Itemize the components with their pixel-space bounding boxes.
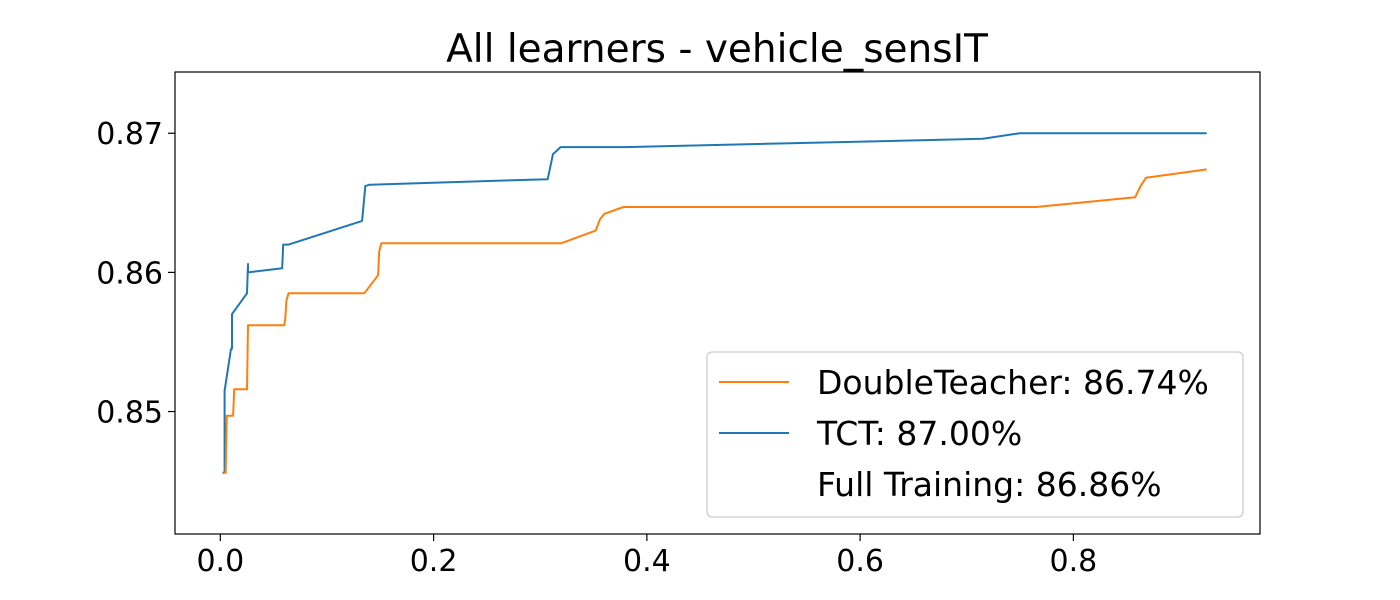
series-line-0	[223, 168, 1207, 474]
series-lines	[222, 132, 1207, 474]
x-tick-label: 0.2	[410, 544, 458, 579]
x-tick-label: 0.4	[623, 544, 671, 579]
legend-label-0: DoubleTeacher: 86.74%	[817, 363, 1209, 402]
x-axis: 0.0 0.2 0.4 0.6 0.8	[196, 534, 1097, 579]
plot-frame	[174, 71, 1261, 535]
x-tick-label: 0.8	[1050, 544, 1098, 579]
plot-area	[174, 71, 1261, 535]
x-tick-label: 0.6	[836, 544, 884, 579]
legend-box	[706, 351, 1244, 518]
chart-title: All learners - vehicle_sensIT	[446, 27, 988, 72]
series-line-1	[222, 132, 1207, 474]
y-tick-label: 0.86	[96, 256, 163, 291]
x-tick-label: 0.0	[196, 544, 244, 579]
y-axis: 0.85 0.86 0.87	[96, 117, 175, 431]
y-tick-label: 0.87	[96, 117, 163, 152]
legend-label-2: Full Training: 86.86%	[817, 465, 1162, 504]
y-tick-label: 0.85	[96, 396, 163, 431]
legend-label-1: TCT: 87.00%	[816, 414, 1022, 453]
legend: DoubleTeacher: 86.74% TCT: 87.00% Full Tra…	[706, 351, 1244, 518]
